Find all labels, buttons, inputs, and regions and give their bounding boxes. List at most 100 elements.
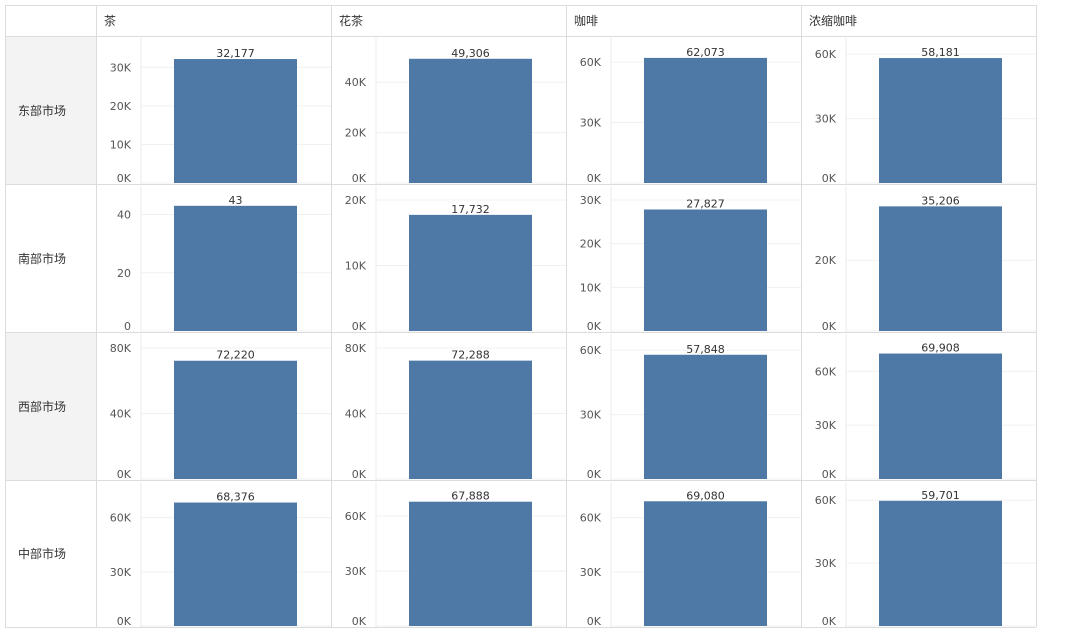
bar-value-label: 68,376 [216, 491, 255, 504]
bar [174, 59, 297, 183]
y-tick-label: 40K [345, 76, 367, 89]
column-header-1: 茶 [104, 14, 117, 28]
column-header-4: 浓缩咖啡 [809, 14, 858, 28]
y-tick-label: 30K [580, 194, 602, 207]
panel-2-3: 0K 10K 20K 30K 27,827 [580, 186, 801, 332]
grid-row-line-0 [5, 36, 1036, 37]
y-tick-label: 20K [345, 194, 367, 207]
bar [409, 360, 532, 479]
y-tick-label: 0K [822, 615, 837, 627]
y-tick-label: 0 [124, 320, 131, 332]
grid-row-line-1 [5, 184, 1036, 185]
y-tick-label: 30K [815, 113, 837, 126]
bar-value-label: 69,908 [921, 342, 960, 355]
bar [409, 501, 532, 626]
bar [879, 58, 1002, 183]
y-tick-label: 0K [352, 172, 367, 184]
y-tick-label: 30K [580, 117, 602, 130]
y-tick-label: 0K [352, 320, 367, 332]
y-tick-label: 0K [117, 172, 132, 184]
panel-4-3: 0K 30K 60K 69,080 [580, 482, 801, 627]
y-tick-label: 40 [117, 209, 131, 222]
y-tick-label: 60K [345, 510, 367, 523]
row-header-2: 南部市场 [18, 251, 67, 266]
row-header-3: 西部市场 [5, 332, 96, 480]
bar-value-label: 58,181 [921, 46, 960, 59]
grid-col-line-4 [1036, 5, 1037, 627]
grid-border-top [5, 5, 1036, 6]
y-tick-label: 60K [110, 512, 132, 525]
panel-4-2: 0K 30K 60K 67,888 [345, 482, 566, 627]
bar-value-label: 59,701 [921, 489, 960, 502]
y-tick-label: 0K [587, 615, 602, 627]
y-tick-label: 30K [815, 557, 837, 570]
y-tick-label: 30K [580, 566, 602, 579]
panel-2-1: 0 20 40 43 [117, 186, 331, 332]
panel-4-1: 0K 30K 60K 68,376 [110, 482, 331, 627]
bar-value-label: 69,080 [686, 489, 725, 502]
bar-value-label: 32,177 [216, 47, 255, 60]
y-tick-label: 10K [345, 260, 367, 273]
bar [174, 205, 297, 331]
y-tick-label: 0K [587, 172, 602, 184]
row-header-4: 中部市场 [18, 547, 67, 561]
grid-border-left [5, 5, 6, 627]
bar [644, 57, 767, 183]
y-tick-label: 40K [110, 408, 132, 421]
y-tick-label: 40K [345, 408, 367, 421]
y-tick-label: 0K [352, 468, 367, 480]
bar [879, 353, 1002, 479]
panel-2-4: 0K 20K 35,206 [815, 186, 1036, 332]
y-tick-label: 30K [110, 566, 132, 579]
y-tick-label: 20K [345, 127, 367, 140]
y-tick-label: 30K [815, 419, 837, 432]
panel-3-3: 0K 30K 60K 57,848 [580, 334, 801, 480]
bar [409, 58, 532, 184]
bar-value-label: 17,732 [451, 203, 490, 216]
panel-4-4: 0K 30K 60K 59,701 [815, 482, 1036, 627]
y-tick-label: 60K [580, 56, 602, 69]
bar [879, 500, 1002, 626]
y-tick-label: 0K [822, 172, 837, 184]
y-tick-label: 20K [815, 254, 837, 267]
y-tick-label: 0K [822, 468, 837, 480]
y-tick-label: 20 [117, 267, 131, 280]
bar-value-label: 67,888 [451, 490, 490, 503]
y-tick-label: 60K [580, 344, 602, 357]
bar-value-label: 35,206 [921, 194, 960, 207]
panel-3-1: 0K 40K 80K 72,220 [110, 334, 331, 480]
y-tick-label: 0K [587, 468, 602, 480]
bar [174, 502, 297, 626]
grid-row-line-2 [5, 332, 1036, 333]
y-tick-label: 60K [815, 365, 837, 378]
y-tick-label: 20K [580, 238, 602, 251]
y-tick-label: 20K [110, 100, 132, 113]
grid-row-line-4 [5, 627, 1036, 628]
y-tick-label: 30K [345, 565, 367, 578]
bar [644, 209, 767, 331]
bar-value-label: 27,827 [686, 197, 725, 210]
y-tick-label: 60K [580, 512, 602, 525]
y-tick-label: 60K [815, 494, 837, 507]
grid-col-line-3 [801, 5, 802, 627]
bar-value-label: 57,848 [686, 343, 725, 356]
panel-1-3: 0K 30K 60K 62,073 [580, 38, 801, 184]
grid-col-line-2 [566, 5, 567, 627]
grid-row-line-3 [5, 480, 1036, 481]
panel-3-2: 0K 40K 80K 72,288 [345, 334, 566, 480]
row-header-1: 东部市场 [5, 36, 96, 184]
y-tick-label: 0K [117, 468, 132, 480]
panel-2-2: 0K 10K 20K 17,732 [345, 186, 566, 332]
y-tick-label: 10K [110, 138, 132, 151]
y-tick-label: 0K [822, 320, 837, 332]
bar [879, 206, 1002, 331]
panel-3-4: 0K 30K 60K 69,908 [815, 334, 1036, 480]
y-tick-label: 60K [815, 48, 837, 61]
grid-col-line-1 [331, 5, 332, 627]
y-tick-label: 80K [345, 342, 367, 355]
bar-value-label: 72,220 [216, 349, 255, 362]
column-header-2: 花茶 [339, 14, 364, 28]
y-tick-label: 0K [352, 615, 367, 627]
bar-value-label: 49,306 [451, 47, 490, 60]
